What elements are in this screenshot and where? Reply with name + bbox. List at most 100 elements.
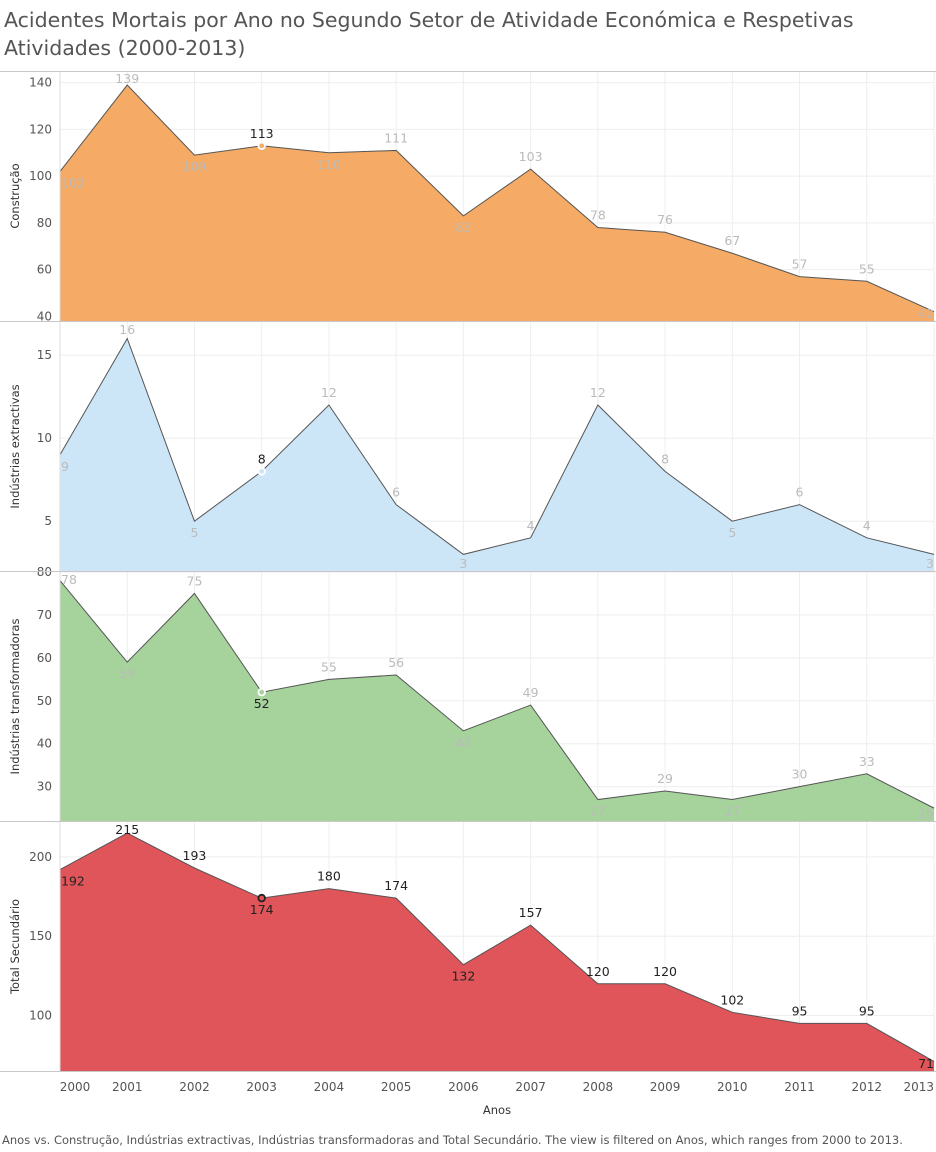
data-label: 120 [586, 964, 610, 979]
data-label: 9 [61, 459, 69, 474]
x-tick-label: 2001 [112, 1080, 143, 1094]
data-label: 102 [61, 175, 85, 190]
data-label: 132 [451, 969, 475, 984]
data-label: 95 [792, 1003, 808, 1018]
data-label: 109 [183, 159, 207, 174]
y-axis-title: Indústrias transformadoras [8, 619, 22, 775]
data-label: 3 [459, 556, 467, 571]
x-tick-label: 2005 [381, 1080, 412, 1094]
y-tick-label: 200 [29, 850, 52, 864]
y-tick-label: 150 [29, 929, 52, 943]
chart-caption: Anos vs. Construção, Indústrias extracti… [2, 1133, 903, 1147]
data-label: 120 [653, 964, 677, 979]
y-tick-label: 100 [29, 169, 52, 183]
data-label: 52 [254, 696, 270, 711]
data-label: 95 [859, 1003, 875, 1018]
y-tick-label: 120 [29, 122, 52, 136]
y-tick-label: 15 [37, 348, 52, 362]
x-tick-label: 2009 [650, 1080, 681, 1094]
series-line[interactable] [59, 337, 935, 555]
y-tick-label: 5 [44, 514, 52, 528]
y-axis-title: Indústrias extractivas [8, 384, 22, 508]
highlight-point[interactable] [257, 467, 266, 476]
y-tick-label: 80 [37, 216, 52, 230]
data-label: 103 [519, 149, 543, 164]
y-tick-label: 40 [37, 309, 52, 323]
data-label: 6 [796, 485, 804, 500]
data-label: 180 [317, 869, 341, 884]
x-tick-label: 2008 [583, 1080, 614, 1094]
data-label: 75 [187, 573, 203, 588]
data-label: 193 [183, 848, 207, 863]
highlight-point[interactable] [257, 141, 266, 150]
y-tick-label: 50 [37, 694, 52, 708]
y-axis-title: Construção [8, 163, 22, 228]
data-label: 4 [527, 518, 535, 533]
series-area[interactable] [60, 833, 934, 1071]
y-tick-label: 70 [37, 608, 52, 622]
x-axis-title: Anos [483, 1103, 511, 1117]
data-label: 6 [392, 485, 400, 500]
x-tick-label: 2002 [179, 1080, 210, 1094]
data-label: 27 [590, 804, 606, 819]
x-tick-label: 2012 [851, 1080, 882, 1094]
data-label: 67 [724, 233, 740, 248]
x-tick-label: 2004 [314, 1080, 345, 1094]
data-label: 102 [720, 992, 744, 1007]
data-label: 49 [523, 685, 539, 700]
data-label: 174 [250, 902, 274, 917]
y-tick-label: 30 [37, 780, 52, 794]
data-label: 8 [258, 451, 266, 466]
x-tick-label: 2000 [60, 1080, 91, 1094]
y-axis-title: Total Secundário [8, 899, 22, 995]
data-label: 43 [455, 735, 471, 750]
chart-title: Acidentes Mortais por Ano no Segundo Set… [4, 8, 854, 60]
y-tick-label: 10 [37, 431, 52, 445]
series-area[interactable] [60, 338, 934, 571]
data-label: 29 [657, 771, 673, 786]
x-tick-label: 2013 [903, 1080, 934, 1094]
data-label: 78 [590, 208, 606, 223]
data-label: 55 [859, 261, 875, 276]
data-label: 16 [119, 322, 135, 337]
data-label: 157 [519, 905, 543, 920]
y-tick-label: 60 [37, 263, 52, 277]
series-line[interactable] [59, 832, 935, 1062]
data-label: 174 [384, 878, 408, 893]
y-tick-label: 140 [29, 76, 52, 90]
x-tick-label: 2011 [784, 1080, 815, 1094]
data-label: 27 [724, 804, 740, 819]
x-tick-label: 2010 [717, 1080, 748, 1094]
data-label: 139 [115, 71, 139, 86]
data-label: 33 [859, 754, 875, 769]
data-label: 56 [388, 655, 404, 670]
data-label: 57 [792, 257, 808, 272]
data-label: 5 [190, 525, 198, 540]
y-tick-label: 40 [37, 737, 52, 751]
series-line[interactable] [59, 580, 935, 809]
data-label: 42 [918, 306, 934, 321]
x-tick-label: 2007 [515, 1080, 546, 1094]
data-label: 113 [250, 126, 274, 141]
data-label: 30 [792, 767, 808, 782]
data-label: 55 [321, 659, 337, 674]
data-label: 215 [115, 822, 139, 837]
data-label: 4 [863, 518, 871, 533]
data-label: 192 [61, 874, 85, 889]
series-area[interactable] [60, 85, 934, 321]
data-label: 78 [61, 572, 77, 587]
highlight-point[interactable] [257, 688, 266, 697]
series-area[interactable] [60, 580, 934, 821]
highlight-point[interactable] [257, 893, 266, 903]
x-tick-label: 2006 [448, 1080, 479, 1094]
data-label: 83 [455, 220, 471, 235]
data-label: 110 [317, 157, 341, 172]
series-line[interactable] [59, 84, 935, 313]
data-label: 76 [657, 212, 673, 227]
y-tick-label: 60 [37, 651, 52, 665]
data-label: 12 [590, 385, 606, 400]
data-label: 71 [918, 1056, 934, 1071]
data-label: 5 [728, 525, 736, 540]
y-tick-label: 100 [29, 1008, 52, 1022]
